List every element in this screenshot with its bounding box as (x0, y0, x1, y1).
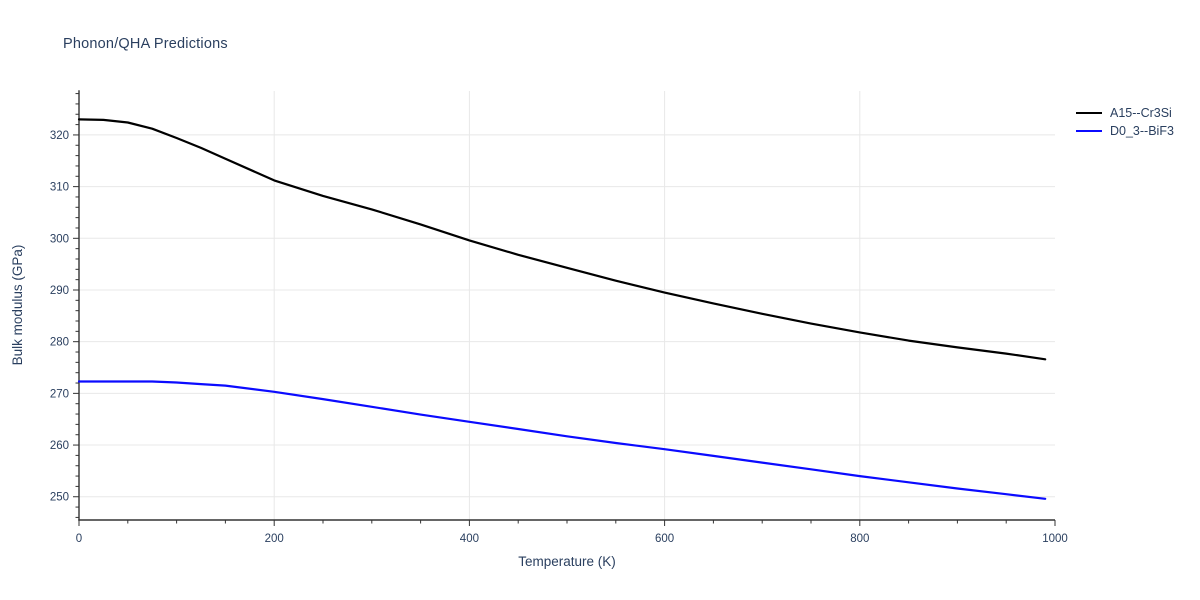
series-group (77, 118, 1047, 500)
y-tick-label: 270 (50, 388, 69, 400)
legend-label-a15-cr3si: A15--Cr3Si (1110, 106, 1172, 120)
x-tick-label: 0 (76, 533, 82, 545)
x-tick-label: 800 (850, 533, 869, 545)
legend-line-sample-a15 (1076, 111, 1102, 115)
gridlines-group (79, 91, 1055, 520)
legend-entry-d03-bif3[interactable]: D0_3--BiF3 (1076, 124, 1174, 138)
y-tick-label: 250 (50, 492, 69, 504)
ticks-group (73, 93, 1056, 526)
x-tick-label: 600 (655, 533, 674, 545)
legend-line-sample-d03 (1076, 129, 1102, 133)
legend-entry-a15-cr3si[interactable]: A15--Cr3Si (1076, 106, 1174, 120)
y-axis-title: Bulk modulus (GPa) (10, 245, 25, 366)
x-tick-label: 400 (460, 533, 479, 545)
y-tick-label: 300 (50, 233, 69, 245)
tick-labels-group: 0 200 400 600 800 1000 250 260 270 280 290 300 310 32… (50, 130, 1068, 545)
y-tick-label: 260 (50, 440, 69, 452)
legend: A15--Cr3Si D0_3--BiF3 (1076, 106, 1174, 138)
page-title: Phonon/QHA Predictions (63, 36, 228, 52)
series-line-2 (77, 380, 1047, 500)
x-tick-label: 1000 (1042, 533, 1068, 545)
legend-label-d03-bif3: D0_3--BiF3 (1110, 124, 1174, 138)
y-tick-label: 310 (50, 182, 69, 194)
x-tick-label: 200 (265, 533, 284, 545)
y-tick-label: 320 (50, 130, 69, 142)
y-tick-label: 290 (50, 285, 69, 297)
series-line-1 (77, 118, 1047, 361)
x-axis-title: Temperature (K) (518, 554, 616, 569)
spines-group (78, 90, 1055, 521)
y-tick-label: 280 (50, 337, 69, 349)
